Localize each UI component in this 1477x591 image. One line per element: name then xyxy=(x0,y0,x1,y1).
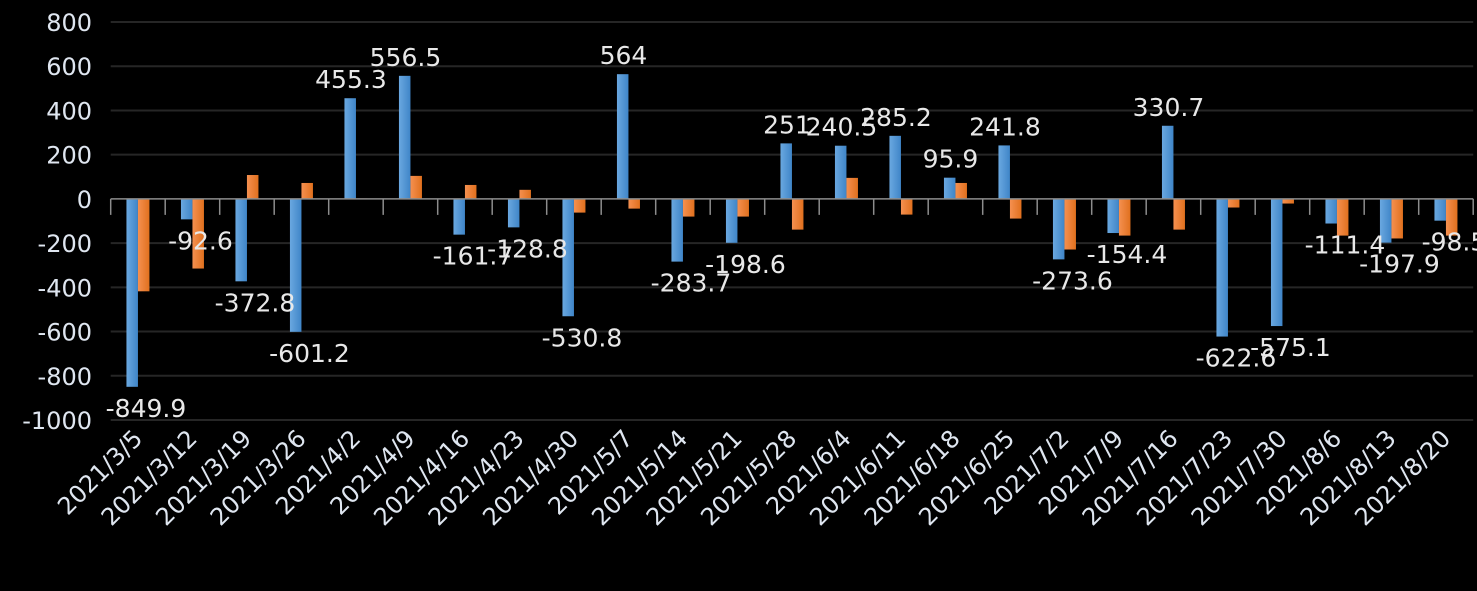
orange-bar xyxy=(192,198,204,269)
blue-bar xyxy=(453,198,465,235)
data-label: 240.5 xyxy=(806,113,878,142)
blue-bar xyxy=(834,145,847,199)
data-label: -575.1 xyxy=(1250,333,1331,362)
orange-bar xyxy=(410,175,422,199)
data-label: 330.7 xyxy=(1133,93,1205,122)
data-label: -128.8 xyxy=(487,234,568,263)
data-label: -92.6 xyxy=(168,226,233,255)
orange-bar xyxy=(1064,198,1076,250)
orange-bar xyxy=(900,198,913,215)
data-label: 241.8 xyxy=(969,112,1041,141)
data-label: 564 xyxy=(600,41,648,70)
y-tick-label: 400 xyxy=(46,97,92,125)
orange-bar xyxy=(246,175,259,199)
data-label: -154.4 xyxy=(1087,240,1168,269)
data-label: -601.2 xyxy=(269,339,350,368)
blue-bar xyxy=(1270,198,1283,327)
blue-bar xyxy=(616,74,629,199)
blue-bar xyxy=(507,198,520,228)
orange-bar xyxy=(1227,198,1240,208)
blue-bar xyxy=(1107,198,1119,234)
blue-bar xyxy=(126,198,138,387)
y-tick-label: -200 xyxy=(38,230,92,258)
y-tick-label: 600 xyxy=(46,53,92,81)
blue-bar xyxy=(1216,198,1228,337)
blue-bar xyxy=(889,135,901,199)
y-tick-label: -1000 xyxy=(22,407,92,435)
orange-bar xyxy=(464,184,477,199)
orange-bar xyxy=(628,198,640,209)
orange-bar xyxy=(1009,198,1022,219)
y-tick-label: -600 xyxy=(38,319,92,347)
blue-bar xyxy=(1379,198,1392,243)
gridlines xyxy=(110,21,1474,421)
orange-bar xyxy=(1391,198,1403,239)
orange-bar xyxy=(1173,198,1185,230)
data-label: -111.4 xyxy=(1305,231,1386,260)
orange-bar xyxy=(519,189,531,199)
blue-bar xyxy=(780,143,792,199)
orange-bar xyxy=(1118,198,1131,236)
blue-bar xyxy=(1325,198,1337,224)
x-axis-ticks: 2021/3/52021/3/122021/3/192021/3/262021/… xyxy=(52,424,1456,531)
data-label: -283.7 xyxy=(651,269,732,298)
blue-bar xyxy=(671,198,683,262)
y-tick-label: -800 xyxy=(38,363,92,391)
data-label: -273.6 xyxy=(1032,266,1113,295)
data-labels: -849.9-92.6-372.8-601.2455.3556.5-161.7-… xyxy=(106,41,1477,423)
data-label: 455.3 xyxy=(315,65,387,94)
data-label: -161.7 xyxy=(433,242,514,271)
blue-bar xyxy=(998,145,1010,199)
orange-bar xyxy=(301,182,313,199)
orange-bar xyxy=(682,198,695,217)
blue-bar xyxy=(289,198,302,332)
data-label: -849.9 xyxy=(106,394,187,423)
blue-bar xyxy=(1161,125,1174,199)
orange-bar xyxy=(955,182,967,199)
data-label: 285.2 xyxy=(860,103,932,132)
data-label: 95.9 xyxy=(923,145,979,174)
data-label: -198.6 xyxy=(705,250,786,279)
blue-bar xyxy=(562,198,574,317)
y-tick-label: 200 xyxy=(46,142,92,170)
orange-bar xyxy=(737,198,749,217)
y-tick-label: 800 xyxy=(46,9,92,37)
y-tick-label: 0 xyxy=(77,186,92,214)
data-label: -98.5 xyxy=(1422,228,1477,257)
blue-bar xyxy=(235,198,247,282)
blue-bar xyxy=(1052,198,1065,260)
orange-bar xyxy=(1336,198,1349,236)
blue-bar xyxy=(344,98,356,199)
data-label: 556.5 xyxy=(370,43,442,72)
blue-bar xyxy=(398,75,411,199)
orange-bar xyxy=(846,177,858,199)
data-label: -622.6 xyxy=(1196,344,1277,373)
orange-bar xyxy=(137,198,150,292)
data-label: -530.8 xyxy=(542,323,623,352)
orange-bar xyxy=(1282,198,1294,204)
blue-bar xyxy=(180,198,193,220)
y-axis-ticks: 800 600 400 200 0 -200 -400 -600 -800 -1000 xyxy=(22,9,92,435)
blue-bar xyxy=(943,177,956,199)
data-label: 251 xyxy=(763,110,811,139)
data-label: -372.8 xyxy=(215,288,296,317)
blue-bar xyxy=(725,198,738,243)
orange-bar xyxy=(573,198,586,213)
x-axis xyxy=(109,198,1474,215)
blue-bar xyxy=(1434,198,1446,221)
bars xyxy=(126,74,1458,387)
y-tick-label: -400 xyxy=(38,274,92,302)
orange-bar xyxy=(1445,198,1458,236)
orange-bar xyxy=(791,198,804,230)
data-label: -197.9 xyxy=(1359,250,1440,279)
